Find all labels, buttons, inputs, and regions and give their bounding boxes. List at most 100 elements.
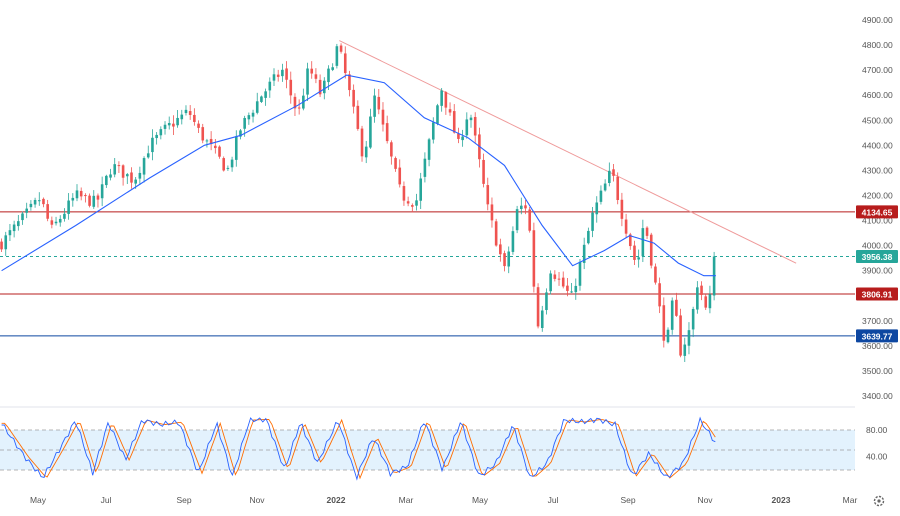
candle-body: [193, 114, 196, 122]
y-tick-label: 4400.00: [862, 140, 893, 150]
level-badge-current: [856, 250, 898, 264]
candle-body: [125, 174, 129, 177]
y-tick-label: 4100.00: [862, 216, 893, 226]
stochastic-tick-label: 80.00: [866, 425, 888, 435]
candle-body: [465, 119, 469, 136]
candle-body: [524, 205, 527, 209]
candle-body: [591, 212, 594, 231]
candle-body: [264, 91, 267, 98]
candle-body: [297, 107, 301, 109]
candle-body: [201, 127, 205, 141]
level-badge-resistance: [856, 205, 898, 219]
candle-body: [314, 74, 318, 79]
candle-body: [63, 213, 66, 219]
candle-body: [121, 165, 125, 178]
candle-body: [293, 96, 297, 109]
candle-body: [415, 200, 418, 206]
candle-body: [616, 176, 620, 201]
candle-body: [100, 184, 104, 199]
candle-body: [209, 138, 213, 145]
candle-body: [276, 74, 280, 77]
candle-body: [637, 257, 640, 260]
candle-body: [4, 235, 8, 250]
y-tick-label: 4500.00: [862, 115, 893, 125]
candle-body: [327, 68, 330, 83]
candle-body: [687, 330, 691, 346]
candle-body: [75, 190, 79, 199]
candle-body: [457, 133, 460, 139]
candle-body: [444, 92, 448, 108]
candle-body: [281, 69, 284, 77]
x-tick-label: Nov: [249, 495, 265, 505]
candle-body: [503, 253, 506, 267]
level-label-resistance: 4134.65: [862, 207, 893, 217]
candle-body: [8, 230, 12, 236]
candle-body: [515, 209, 519, 231]
candle-body: [704, 296, 708, 308]
candle-body: [322, 80, 326, 94]
candle-body: [138, 172, 142, 179]
candle-body: [578, 261, 582, 286]
candle-body: [641, 228, 645, 257]
candle-body: [406, 201, 410, 204]
candle-body: [402, 186, 406, 201]
price-levels: 4134.65 3956.38 3806.91 3639.77: [0, 205, 898, 343]
x-tick-label: Jul: [548, 495, 559, 505]
candle-body: [364, 146, 368, 158]
gear-hub: [877, 499, 881, 503]
candle-body: [226, 167, 230, 169]
x-tick-label: 2023: [772, 495, 791, 505]
candle-body: [427, 139, 431, 160]
candles: [0, 43, 716, 362]
candle-body: [318, 79, 322, 95]
candle-body: [373, 95, 376, 117]
y-tick-label: 4700.00: [862, 65, 893, 75]
candle-body: [452, 111, 456, 133]
candle-body: [536, 287, 540, 327]
candle-body: [33, 199, 37, 205]
candle-body: [532, 230, 536, 287]
candle-body: [268, 81, 272, 91]
candle-body: [390, 142, 393, 157]
candle-body: [490, 204, 494, 221]
stochastic-pane: 80.00 40.00: [0, 416, 888, 481]
candle-body: [645, 227, 649, 236]
x-tick-label: Mar: [843, 495, 858, 505]
x-tick-label: May: [472, 495, 489, 505]
candle-body: [469, 117, 473, 121]
candle-body: [289, 79, 293, 96]
candle-body: [675, 299, 678, 316]
candle-body: [163, 124, 167, 129]
candle-body: [553, 274, 557, 279]
candle-body: [557, 278, 561, 280]
y-tick-label: 3900.00: [862, 266, 893, 276]
candle-body: [25, 208, 29, 213]
candle-body: [218, 146, 221, 157]
candle-body: [628, 234, 632, 247]
candle-body: [285, 68, 288, 80]
candle-body: [633, 245, 636, 260]
settings-gear-icon[interactable]: [873, 495, 885, 507]
y-tick-label: 4000.00: [862, 241, 893, 251]
candle-body: [92, 195, 96, 207]
x-tick-label: Mar: [399, 495, 414, 505]
candle-body: [520, 205, 523, 209]
candle-body: [352, 89, 355, 107]
candle-body: [105, 175, 108, 186]
candle-body: [222, 158, 226, 171]
candle-body: [348, 74, 351, 91]
candle-body: [545, 292, 548, 311]
candle-body: [37, 200, 41, 202]
candle-body: [419, 178, 423, 201]
candle-body: [561, 277, 565, 287]
candle-body: [666, 329, 670, 343]
y-tick-label: 3600.00: [862, 341, 893, 351]
candle-body: [369, 116, 372, 148]
candle-body: [146, 153, 150, 158]
candle-body: [130, 172, 133, 183]
candle-body: [494, 221, 498, 246]
candle-body: [21, 213, 24, 221]
candle-body: [549, 273, 552, 292]
